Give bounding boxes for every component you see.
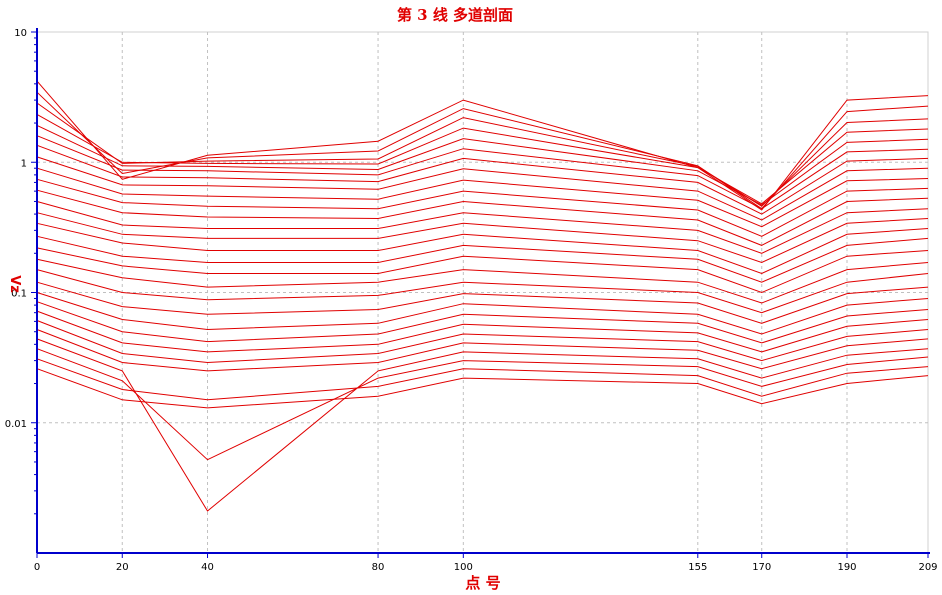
series-line-7 (36, 144, 929, 215)
x-axis-label: 点 号 (465, 574, 500, 592)
series-line-28 (36, 368, 929, 409)
series-line-27 (36, 358, 929, 401)
chart-title: 第 3 线 多道剖面 (397, 6, 513, 24)
x-tick-label: 0 (34, 562, 40, 573)
series-line-15 (36, 235, 929, 283)
y-tick-label: 0.1 (11, 289, 27, 300)
y-tick-label: 10 (14, 28, 27, 39)
series-line-20 (36, 292, 929, 335)
y-tick-label: 1 (21, 158, 27, 169)
series-line-17 (36, 258, 929, 304)
series-line-25 (36, 338, 929, 512)
x-tick-label: 80 (372, 562, 385, 573)
x-tick-label: 209 (918, 562, 937, 573)
series-line-10 (36, 178, 929, 237)
series-line-14 (36, 222, 929, 275)
series-line-5 (36, 124, 929, 206)
tick-labels: 0 20 40 80 100 155 170 190 209 0.01 0.1 1 10 (5, 28, 938, 573)
series-line-6 (36, 135, 929, 210)
x-tick-label: 100 (454, 562, 473, 573)
axes (31, 28, 930, 558)
y-tick-label: 0.01 (5, 419, 27, 430)
series-line-21 (36, 301, 929, 344)
series-line-1 (36, 80, 929, 211)
series-line-12 (36, 201, 929, 254)
series-line-13 (36, 212, 929, 264)
series-line-9 (36, 167, 929, 228)
series-line-8 (36, 156, 929, 221)
series-line-22 (36, 310, 929, 353)
x-tick-label: 170 (752, 562, 771, 573)
series-line-24 (36, 329, 929, 372)
series-line-23 (36, 320, 929, 364)
x-tick-label: 155 (688, 562, 707, 573)
y-axis-label: Vz (7, 275, 22, 293)
series-line-2 (36, 91, 929, 210)
x-tick-label: 20 (116, 562, 129, 573)
series-line-26 (36, 348, 929, 461)
series-line-18 (36, 269, 929, 314)
x-tick-label: 40 (201, 562, 214, 573)
series-line-11 (36, 189, 929, 246)
x-tick-label: 190 (837, 562, 856, 573)
series-group (36, 80, 929, 512)
series-line-16 (36, 247, 929, 294)
series-line-19 (36, 281, 929, 324)
series-line-4 (36, 113, 929, 205)
